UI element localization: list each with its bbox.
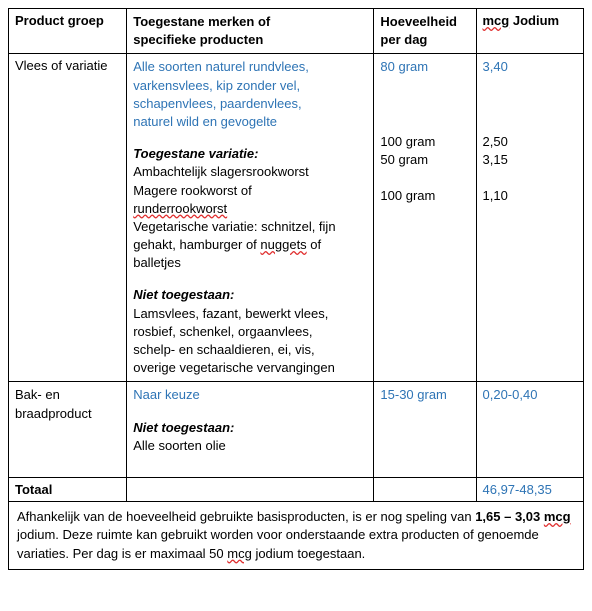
cell-total-value: 46,97-48,35 — [476, 478, 584, 502]
cell-group-vlees: Vlees of variatie — [9, 54, 127, 382]
footnote-l1b: 1,65 – 3,03 — [475, 509, 544, 524]
header-allowed-l2: specifieke producten — [133, 31, 367, 49]
footnote-l2: jodium. Deze ruimte kan gebruikt worden … — [17, 526, 575, 544]
vlees-var-heading: Toegestane variatie: — [133, 145, 367, 163]
header-amount-l1: Hoeveelheid — [380, 13, 469, 31]
header-allowed: Toegestane merken of specifieke producte… — [127, 9, 374, 54]
cell-iodine-bak: 0,20-0,40 — [476, 382, 584, 478]
vlees-not-l1: Lamsvlees, fazant, bewerkt vlees, — [133, 305, 367, 323]
vlees-var3-l2c: of — [307, 237, 321, 252]
header-product-group: Product groep — [9, 9, 127, 54]
header-allowed-l1: Toegestane merken of — [133, 13, 367, 31]
vlees-amount-var1: 100 gram — [380, 133, 469, 151]
cell-total-label: Totaal — [9, 478, 127, 502]
footnote-l3c: jodium toegestaan. — [252, 546, 365, 561]
bak-amount: 15-30 gram — [380, 386, 469, 404]
vlees-iodine-var3: 1,10 — [483, 187, 578, 205]
bak-group-l1: Bak- en — [15, 386, 120, 404]
vlees-var1: Ambachtelijk slagersrookworst — [133, 163, 367, 181]
cell-total-blank1 — [127, 478, 374, 502]
cell-desc-bak: Naar keuze Niet toegestaan: Alle soorten… — [127, 382, 374, 478]
header-iodine: mcg Jodium — [476, 9, 584, 54]
vlees-var2-l1: Magere rookworst of — [133, 182, 367, 200]
cell-group-bak: Bak- en braadproduct — [9, 382, 127, 478]
vlees-not-heading: Niet toegestaan: — [133, 286, 367, 304]
footnote-l1: Afhankelijk van de hoeveelheid gebruikte… — [17, 508, 575, 526]
header-iodine-label: Jodium — [509, 13, 559, 28]
row-footnote: Afhankelijk van de hoeveelheid gebruikte… — [9, 502, 584, 570]
vlees-var3-l1: Vegetarische variatie: schnitzel, fijn — [133, 218, 367, 236]
footnote-l1a: Afhankelijk van de hoeveelheid gebruikte… — [17, 509, 475, 524]
vlees-main-l4: naturel wild en gevogelte — [133, 113, 367, 131]
footnote-l3: variaties. Per dag is er maximaal 50 mcg… — [17, 545, 575, 563]
cell-amount-bak: 15-30 gram — [374, 382, 476, 478]
diet-table: Product groep Toegestane merken of speci… — [8, 8, 584, 570]
bak-iodine: 0,20-0,40 — [483, 386, 578, 404]
vlees-var3-l2b: nuggets — [260, 237, 306, 252]
cell-amount-vlees: 80 gram 100 gram 50 gram 100 gram — [374, 54, 476, 382]
bak-not-heading: Niet toegestaan: — [133, 419, 367, 437]
header-amount: Hoeveelheid per dag — [374, 9, 476, 54]
vlees-iodine-var1: 2,50 — [483, 133, 578, 151]
cell-iodine-vlees: 3,40 2,50 3,15 1,10 — [476, 54, 584, 382]
vlees-var3-l2: gehakt, hamburger of nuggets of — [133, 236, 367, 254]
table-header-row: Product groep Toegestane merken of speci… — [9, 9, 584, 54]
cell-footnote: Afhankelijk van de hoeveelheid gebruikte… — [9, 502, 584, 570]
bak-not-l1: Alle soorten olie — [133, 437, 367, 455]
row-total: Totaal 46,97-48,35 — [9, 478, 584, 502]
footnote-l3a: variaties. Per dag is er maximaal 50 — [17, 546, 227, 561]
vlees-var3-l2a: gehakt, hamburger of — [133, 237, 260, 252]
vlees-iodine-var2: 3,15 — [483, 151, 578, 169]
vlees-not-l3: schelp- en schaaldieren, ei, vis, — [133, 341, 367, 359]
header-amount-l2: per dag — [380, 31, 469, 49]
footnote-l1c: mcg — [544, 509, 571, 524]
vlees-amount-var3: 100 gram — [380, 187, 469, 205]
cell-total-blank2 — [374, 478, 476, 502]
row-vlees: Vlees of variatie Alle soorten naturel r… — [9, 54, 584, 382]
vlees-main-l2: varkensvlees, kip zonder vel, — [133, 77, 367, 95]
bak-group-l2: braadproduct — [15, 405, 120, 423]
footnote-l3b: mcg — [227, 546, 252, 561]
vlees-not-l2: rosbief, schenkel, orgaanvlees, — [133, 323, 367, 341]
vlees-iodine-main: 3,40 — [483, 58, 578, 76]
header-iodine-unit: mcg — [483, 13, 510, 28]
vlees-var3-l3: balletjes — [133, 254, 367, 272]
vlees-var2-l2-word: runderrookworst — [133, 201, 227, 216]
vlees-var2-l2: runderrookworst — [133, 200, 367, 218]
vlees-amount-main: 80 gram — [380, 58, 469, 76]
vlees-amount-var2: 50 gram — [380, 151, 469, 169]
bak-main: Naar keuze — [133, 386, 367, 404]
vlees-not-l4: overige vegetarische vervangingen — [133, 359, 367, 377]
cell-desc-vlees: Alle soorten naturel rundvlees, varkensv… — [127, 54, 374, 382]
vlees-main-l1: Alle soorten naturel rundvlees, — [133, 58, 367, 76]
row-bak: Bak- en braadproduct Naar keuze Niet toe… — [9, 382, 584, 478]
vlees-main-l3: schapenvlees, paardenvlees, — [133, 95, 367, 113]
